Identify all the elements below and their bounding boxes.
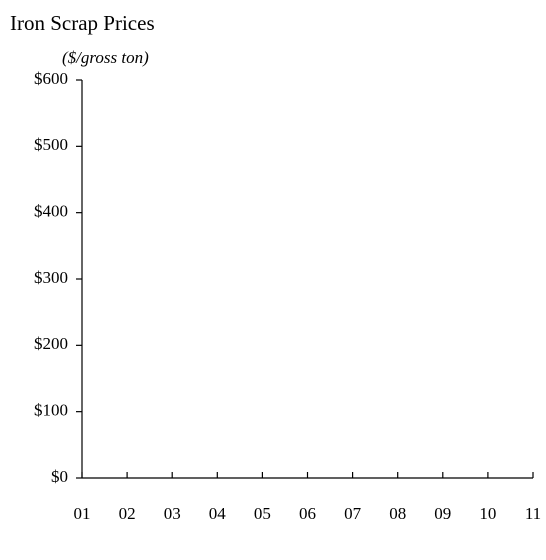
x-tick-label: 08 — [389, 504, 406, 523]
y-tick-label: $100 — [34, 401, 68, 420]
y-tick-label: $300 — [34, 268, 68, 287]
y-tick-label: $600 — [34, 69, 68, 88]
x-tick-label: 11 — [525, 504, 541, 523]
x-tick-label: 10 — [479, 504, 496, 523]
x-tick-label: 04 — [209, 504, 227, 523]
x-tick-label: 03 — [164, 504, 181, 523]
x-tick-label: 06 — [299, 504, 316, 523]
chart-subtitle: ($/gross ton) — [62, 48, 149, 67]
chart-title: Iron Scrap Prices — [10, 11, 155, 35]
y-tick-label: $0 — [51, 467, 68, 486]
y-tick-label: $400 — [34, 202, 68, 221]
x-tick-label: 05 — [254, 504, 271, 523]
x-tick-label: 01 — [74, 504, 91, 523]
x-tick-label: 09 — [434, 504, 451, 523]
y-tick-label: $500 — [34, 135, 68, 154]
x-tick-label: 02 — [119, 504, 136, 523]
x-tick-label: 07 — [344, 504, 362, 523]
y-tick-label: $200 — [34, 334, 68, 353]
